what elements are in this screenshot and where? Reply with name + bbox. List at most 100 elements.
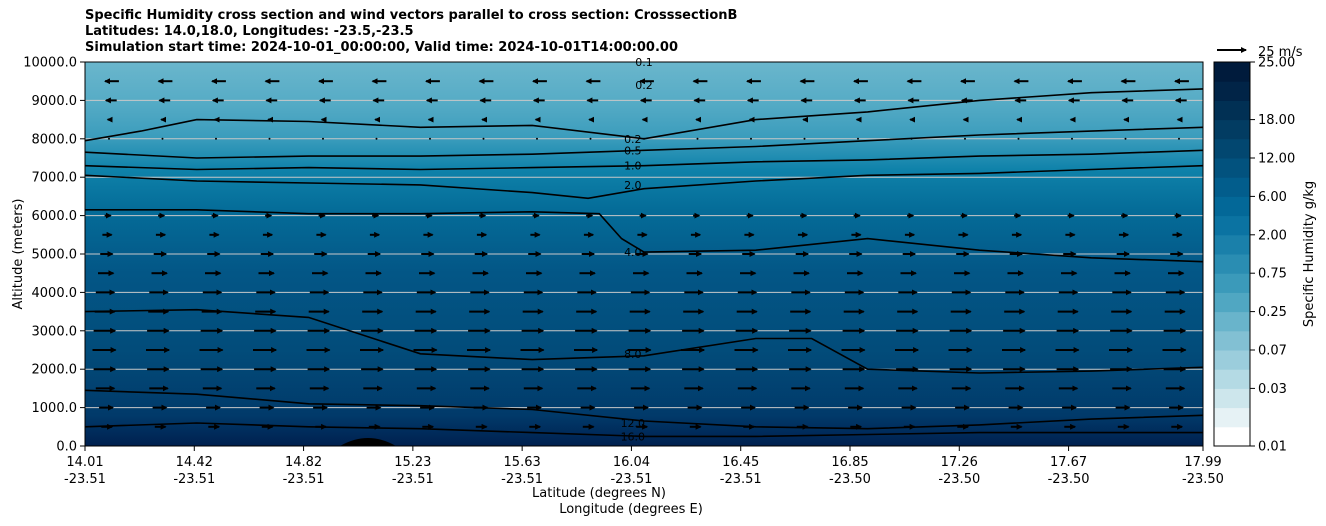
contour-line-12.0 — [84, 389, 1204, 430]
colorbar-band — [1214, 177, 1250, 197]
colorbar-tick-label: 0.25 — [1258, 305, 1287, 320]
terrain-bump — [340, 438, 396, 446]
colorbar — [1214, 62, 1250, 447]
colorbar-tick-label: 0.03 — [1258, 382, 1287, 397]
wind-vector — [1017, 137, 1020, 140]
y-tick-label: 7000.0 — [32, 171, 78, 186]
x-axis-label-longitude: Longitude (degrees E) — [559, 502, 703, 517]
wind-reference-label: 25 m/s — [1258, 45, 1303, 60]
y-tick-label: 6000.0 — [32, 209, 78, 224]
x-tick-label-lon: -23.51 — [64, 472, 106, 487]
colorbar-band — [1214, 311, 1250, 332]
y-tick-label: 1000.0 — [32, 401, 78, 416]
colorbar-tick-label: 0.01 — [1258, 440, 1287, 455]
colorbar-band — [1214, 62, 1250, 82]
y-tick-label: 8000.0 — [32, 132, 78, 147]
x-tick-label-lon: -23.51 — [283, 472, 325, 487]
wind-vector — [375, 137, 378, 140]
wind-vector — [964, 137, 966, 140]
colorbar-frame — [1213, 61, 1251, 447]
wind-vector — [482, 137, 485, 140]
wind-vector — [429, 137, 431, 140]
x-tick-label-lon: -23.50 — [1048, 472, 1090, 487]
colorbar-band — [1214, 158, 1250, 178]
x-tick-label-lat: 17.67 — [1050, 455, 1087, 470]
contour-label: 2.0 — [624, 179, 642, 192]
x-tick-label-lat: 16.04 — [613, 455, 650, 470]
contour-label: 0.5 — [624, 144, 642, 157]
contour-line-4.0 — [85, 209, 1204, 263]
colorbar-band — [1214, 234, 1250, 255]
wind-vector — [161, 137, 164, 140]
wind-vector — [536, 137, 538, 140]
contour-label: 16.0 — [621, 430, 646, 443]
colorbar-band — [1214, 330, 1250, 351]
colorbar-tick-label: 6.00 — [1258, 190, 1287, 205]
wind-vector — [108, 137, 110, 140]
colorbar-band — [1214, 350, 1250, 370]
y-tick-label: 9000.0 — [32, 94, 78, 109]
x-tick-label-lat: 14.42 — [176, 455, 213, 470]
x-axis: 14.01 -23.51 14.42 -23.51 14.82 -23.51 15.23 -2… — [64, 446, 1224, 487]
wind-vector — [322, 137, 324, 140]
x-tick-label-lon: -23.50 — [938, 472, 980, 487]
colorbar-tick-label: 12.00 — [1258, 152, 1295, 167]
colorbar-band — [1214, 426, 1250, 447]
x-tick-label-lat: 14.01 — [66, 455, 103, 470]
wind-vector — [910, 137, 913, 140]
x-tick-label-lon: -23.51 — [720, 472, 762, 487]
colorbar-band — [1214, 273, 1250, 293]
x-axis-label-latitude: Latitude (degrees N) — [532, 486, 666, 501]
x-tick-label-lat: 15.63 — [504, 455, 541, 470]
contour-line-1.0 — [84, 149, 1204, 171]
wind-vector — [215, 137, 217, 140]
y-tick-label: 3000.0 — [32, 324, 78, 339]
contour-label: 0.2 — [624, 133, 642, 146]
contour-lines — [84, 88, 1204, 438]
x-tick-label-lon: -23.51 — [173, 472, 215, 487]
x-tick-label-lon: -23.50 — [829, 472, 871, 487]
wind-vector — [1178, 137, 1180, 140]
contour-label: 1.0 — [624, 160, 642, 173]
wind-vector — [1071, 137, 1073, 140]
colorbar-band — [1214, 292, 1250, 313]
colorbar-tick-label: 0.75 — [1258, 267, 1287, 282]
colorbar-band — [1214, 119, 1250, 140]
x-tick-label-lon: -23.50 — [1182, 472, 1224, 487]
y-tick-label: 4000.0 — [32, 286, 78, 301]
wind-vector — [589, 137, 592, 140]
y-tick-label: 5000.0 — [32, 248, 78, 263]
wind-vector — [268, 137, 271, 140]
x-tick-label-lat: 14.82 — [285, 455, 322, 470]
wind-vector — [1124, 137, 1127, 140]
colorbar-band — [1214, 388, 1250, 409]
x-tick-label-lat: 17.99 — [1184, 455, 1221, 470]
colorbar-band — [1214, 81, 1250, 101]
colorbar-band — [1214, 254, 1250, 274]
y-axis-label: Altitude (meters) — [11, 199, 26, 310]
x-tick-label-lon: -23.51 — [610, 472, 652, 487]
colorbar-band — [1214, 215, 1250, 236]
y-tick-label: 10000.0 — [23, 56, 77, 71]
x-tick-label-lon: -23.51 — [501, 472, 543, 487]
wind-vector — [803, 137, 806, 140]
chart-title-line-3: Simulation start time: 2024-10-01_00:00:… — [85, 40, 678, 55]
contour-label: 12.0 — [621, 417, 646, 430]
colorbar-label: Specific Humidity g/kg — [1302, 181, 1317, 327]
colorbar-band — [1214, 138, 1250, 159]
x-tick-label-lon: -23.51 — [392, 472, 434, 487]
contour-label: 4.0 — [624, 246, 642, 259]
contour-labels: 0.20.10.20.51.02.04.08.012.016.0 — [621, 56, 653, 443]
colorbar-band — [1214, 196, 1250, 217]
chart-title-line-2: Latitudes: 14.0,18.0, Longitudes: -23.5,… — [85, 24, 414, 39]
colorbar-ticks: 0.01 0.03 0.07 0.25 0.75 2.00 6.00 12.00 18.00 25… — [1250, 56, 1295, 455]
colorbar-tick-label: 2.00 — [1258, 228, 1287, 243]
x-tick-label-lat: 16.85 — [831, 455, 868, 470]
x-tick-label-lat: 17.26 — [941, 455, 978, 470]
colorbar-tick-label: 25.00 — [1258, 56, 1295, 71]
colorbar-tick-label: 18.00 — [1258, 113, 1295, 128]
wind-vector — [857, 137, 859, 140]
y-tick-label: 0.0 — [56, 440, 77, 455]
wind-vector — [750, 137, 752, 140]
